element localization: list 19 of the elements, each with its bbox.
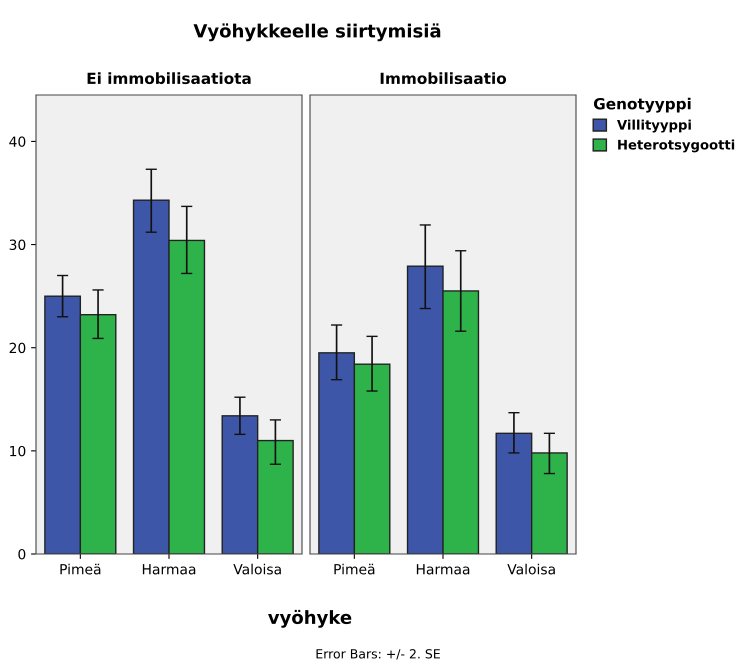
x-tick-label: Harmaa — [142, 564, 196, 574]
y-tick-label: 20 — [10, 342, 26, 354]
legend-label: Heterotsygootti — [618, 139, 734, 152]
text: Error Bars: +/- 2. SE — [316, 649, 440, 660]
y-tick-label: 0 — [18, 548, 26, 560]
y-tick-label: 40 — [9, 136, 26, 147]
chart-subtitle: Immobilisaatio — [380, 72, 506, 84]
chart-subtitle: Ei immobilisaatiota — [88, 72, 251, 84]
y-tick-label: 10 — [10, 446, 26, 456]
chart-title: Vyöhykkeelle siirtymisiä — [193, 23, 440, 42]
x-axis-title: vyöhyke — [268, 610, 352, 628]
legend-title: Genotyyppi — [594, 98, 691, 113]
x-tick-label: Harmaa — [416, 564, 470, 574]
x-tick-label: Pimeä — [334, 564, 374, 574]
y-tick-label: 30 — [10, 240, 26, 250]
x-tick-label: Valoisa — [233, 564, 281, 574]
x-tick-label: Pimeä — [60, 564, 100, 574]
legend-label: Villityyppi — [617, 120, 691, 132]
x-tick-label: Valoisa — [507, 564, 555, 574]
